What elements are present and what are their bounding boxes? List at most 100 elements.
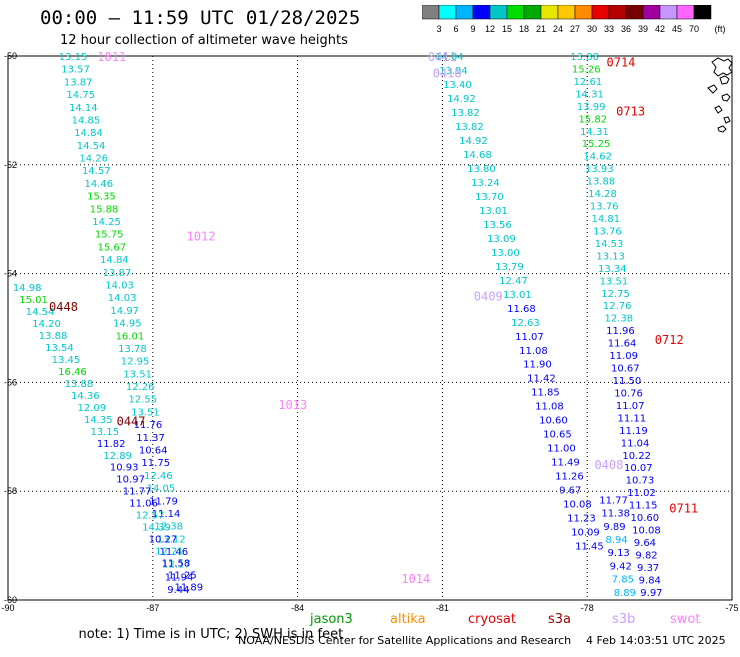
wave-height-reading: 10.76	[614, 388, 643, 399]
wave-height-reading: 13.09	[487, 234, 516, 245]
wave-height-reading: 11.14	[152, 509, 181, 520]
wave-height-reading: 11.37	[136, 433, 165, 444]
wave-height-reading: 14.57	[82, 166, 111, 177]
colorbar-tick-label: 6	[453, 24, 458, 34]
wave-height-reading: 10.97	[116, 475, 145, 486]
wave-height-reading: 11.15	[629, 501, 658, 512]
wave-height-reading: 14.28	[588, 189, 617, 200]
wave-height-reading: 14.84	[74, 128, 103, 139]
wave-height-reading: 13.79	[495, 262, 524, 273]
wave-height-reading: 12.57	[136, 511, 165, 522]
wave-height-reading: 14.98	[13, 283, 42, 294]
page-title: 00:00 – 11:59 UTC 01/28/2025	[40, 7, 361, 29]
wave-height-reading: 13.76	[590, 202, 619, 213]
wave-height-reading: 11.45	[575, 542, 604, 553]
wave-height-reading: 13.94	[439, 66, 468, 77]
wave-height-reading: 14.75	[66, 90, 95, 101]
mission-legend-s3a: s3a	[548, 612, 572, 627]
wave-height-reading: 11.06	[129, 499, 158, 510]
pass-id-label: 1011	[97, 50, 126, 64]
wave-height-reading: 11.00	[547, 444, 576, 455]
x-tick-label: -75	[725, 603, 738, 613]
wave-height-reading: 11.76	[134, 420, 163, 431]
wave-height-reading: 11.94	[165, 572, 194, 583]
mission-legend-s3b: s3b	[612, 612, 636, 627]
pass-id-label: 1013	[278, 398, 307, 412]
wave-height-reading: 14.36	[71, 391, 100, 402]
wave-height-reading: 13.88	[65, 379, 94, 390]
wave-height-reading: 13.76	[593, 226, 622, 237]
footer-note: note: 1) Time is in UTC; 2) SWH is in fe…	[62, 612, 344, 657]
wave-height-reading: 11.08	[519, 346, 548, 357]
coastline	[707, 57, 733, 133]
colorbar-tick-label: 18	[519, 24, 529, 34]
colorbar-tick-label: 27	[570, 24, 580, 34]
wave-height-reading: 10.65	[543, 430, 572, 441]
wave-height-reading: 13.87	[64, 77, 93, 88]
colorbar-tick-label: 39	[638, 24, 648, 34]
wave-height-reading: 13.40	[443, 80, 472, 91]
wave-height-reading: 11.75	[141, 458, 170, 469]
wave-height-reading: 13.15	[59, 52, 88, 63]
wave-height-reading: 12.26	[126, 382, 155, 393]
colorbar-swatch	[642, 5, 661, 20]
wave-height-reading: 11.07	[616, 401, 645, 412]
wave-height-reading: 11.07	[515, 332, 544, 343]
wave-height-reading: 14.95	[113, 319, 142, 330]
wave-height-reading: 12.38	[604, 314, 633, 325]
wave-height-reading: 9.89	[603, 522, 625, 533]
wave-height-reading: 11.09	[609, 351, 638, 362]
wave-height-reading: 9.84	[639, 575, 661, 586]
colorbar-swatch	[659, 5, 678, 20]
wave-height-reading: 11.68	[507, 304, 536, 315]
wave-height-reading: 14.03	[108, 293, 137, 304]
wave-height-reading: 14.04	[435, 52, 464, 63]
wave-height-reading: 10.07	[624, 463, 653, 474]
wave-height-reading: 10.73	[626, 476, 655, 487]
wave-height-reading: 14.25	[92, 217, 121, 228]
wave-height-reading: 8.94	[605, 535, 627, 546]
wave-height-reading: 12.09	[78, 403, 107, 414]
wave-height-reading: 11.58	[162, 558, 191, 569]
wave-height-reading: 14.31	[580, 127, 609, 138]
x-tick-label: -78	[581, 603, 594, 613]
wave-height-reading: 13.24	[471, 178, 500, 189]
wave-height-reading: 16.01	[116, 331, 145, 342]
colorbar-tick-label: 30	[587, 24, 597, 34]
wave-height-reading: 12.95	[121, 357, 150, 368]
pass-id-label: 0410	[433, 66, 462, 80]
pass-id-label: 0447	[117, 414, 146, 428]
wave-height-reading: 14.46	[85, 179, 114, 190]
wave-height-reading: 12.46	[144, 471, 173, 482]
wave-height-reading: 9.67	[559, 486, 581, 497]
wave-height-reading: 10.09	[571, 528, 600, 539]
wave-height-reading: 13.13	[596, 251, 625, 262]
land-fragment	[717, 125, 727, 133]
wave-height-reading: 14.05	[147, 484, 176, 495]
wave-height-reading: 11.42	[527, 374, 556, 385]
wave-height-reading: 14.92	[447, 94, 476, 105]
wave-height-reading: 12.38	[154, 522, 183, 533]
pass-id-label: 0408	[594, 458, 623, 472]
wave-height-reading: 11.25	[168, 570, 197, 581]
wave-height-reading: 15.88	[90, 204, 119, 215]
colorbar-swatch	[422, 5, 440, 20]
wave-height-reading: 11.38	[601, 509, 630, 520]
wave-height-reading: 9.64	[634, 538, 656, 549]
land-fragment	[719, 75, 730, 85]
satellite-pass-0448: 14.9815.0114.5414.2013.8813.5413.4516.46…	[13, 283, 203, 593]
wave-height-reading: 12.17	[162, 560, 191, 571]
wave-height-reading: 14.39	[142, 523, 171, 534]
wave-height-reading: 11.79	[149, 496, 178, 507]
wave-height-reading: 11.08	[535, 402, 564, 413]
wave-height-reading: 11.85	[531, 388, 560, 399]
wave-height-reading: 13.57	[61, 65, 90, 76]
pass-id-label: 0714	[607, 55, 636, 69]
satellite-pass-1011: 13.1513.5713.8714.7514.1414.8514.8414.54…	[59, 52, 194, 596]
wave-height-reading: 11.89	[175, 582, 204, 593]
wave-height-reading: 11.90	[523, 360, 552, 371]
wave-height-reading: 11.23	[567, 514, 596, 525]
colorbar-tick-label: 36	[621, 24, 631, 34]
colorbar-swatch	[455, 5, 474, 20]
wave-height-reading: 14.54	[77, 141, 106, 152]
